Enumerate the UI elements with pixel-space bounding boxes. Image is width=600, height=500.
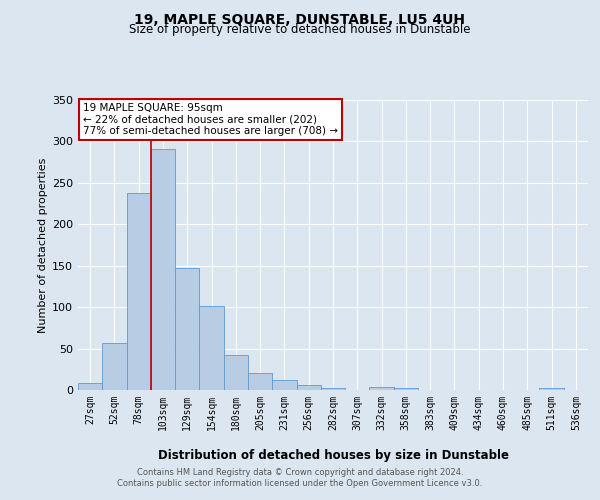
Text: Contains HM Land Registry data © Crown copyright and database right 2024.
Contai: Contains HM Land Registry data © Crown c…: [118, 468, 482, 487]
Bar: [370, 386, 394, 390]
Bar: [296, 385, 321, 390]
Bar: [321, 388, 345, 390]
Text: 19 MAPLE SQUARE: 95sqm
← 22% of detached houses are smaller (202)
77% of semi-de: 19 MAPLE SQUARE: 95sqm ← 22% of detached…: [83, 103, 338, 136]
Text: Size of property relative to detached houses in Dunstable: Size of property relative to detached ho…: [129, 22, 471, 36]
Bar: [272, 380, 296, 390]
Bar: [175, 268, 199, 390]
Bar: [102, 343, 127, 390]
Y-axis label: Number of detached properties: Number of detached properties: [38, 158, 48, 332]
Bar: [394, 388, 418, 390]
Bar: [199, 306, 224, 390]
Bar: [78, 384, 102, 390]
Text: 19, MAPLE SQUARE, DUNSTABLE, LU5 4UH: 19, MAPLE SQUARE, DUNSTABLE, LU5 4UH: [134, 12, 466, 26]
Bar: [539, 388, 564, 390]
Bar: [248, 374, 272, 390]
Text: Distribution of detached houses by size in Dunstable: Distribution of detached houses by size …: [158, 448, 509, 462]
Bar: [127, 193, 151, 390]
Bar: [151, 149, 175, 390]
Bar: [224, 355, 248, 390]
